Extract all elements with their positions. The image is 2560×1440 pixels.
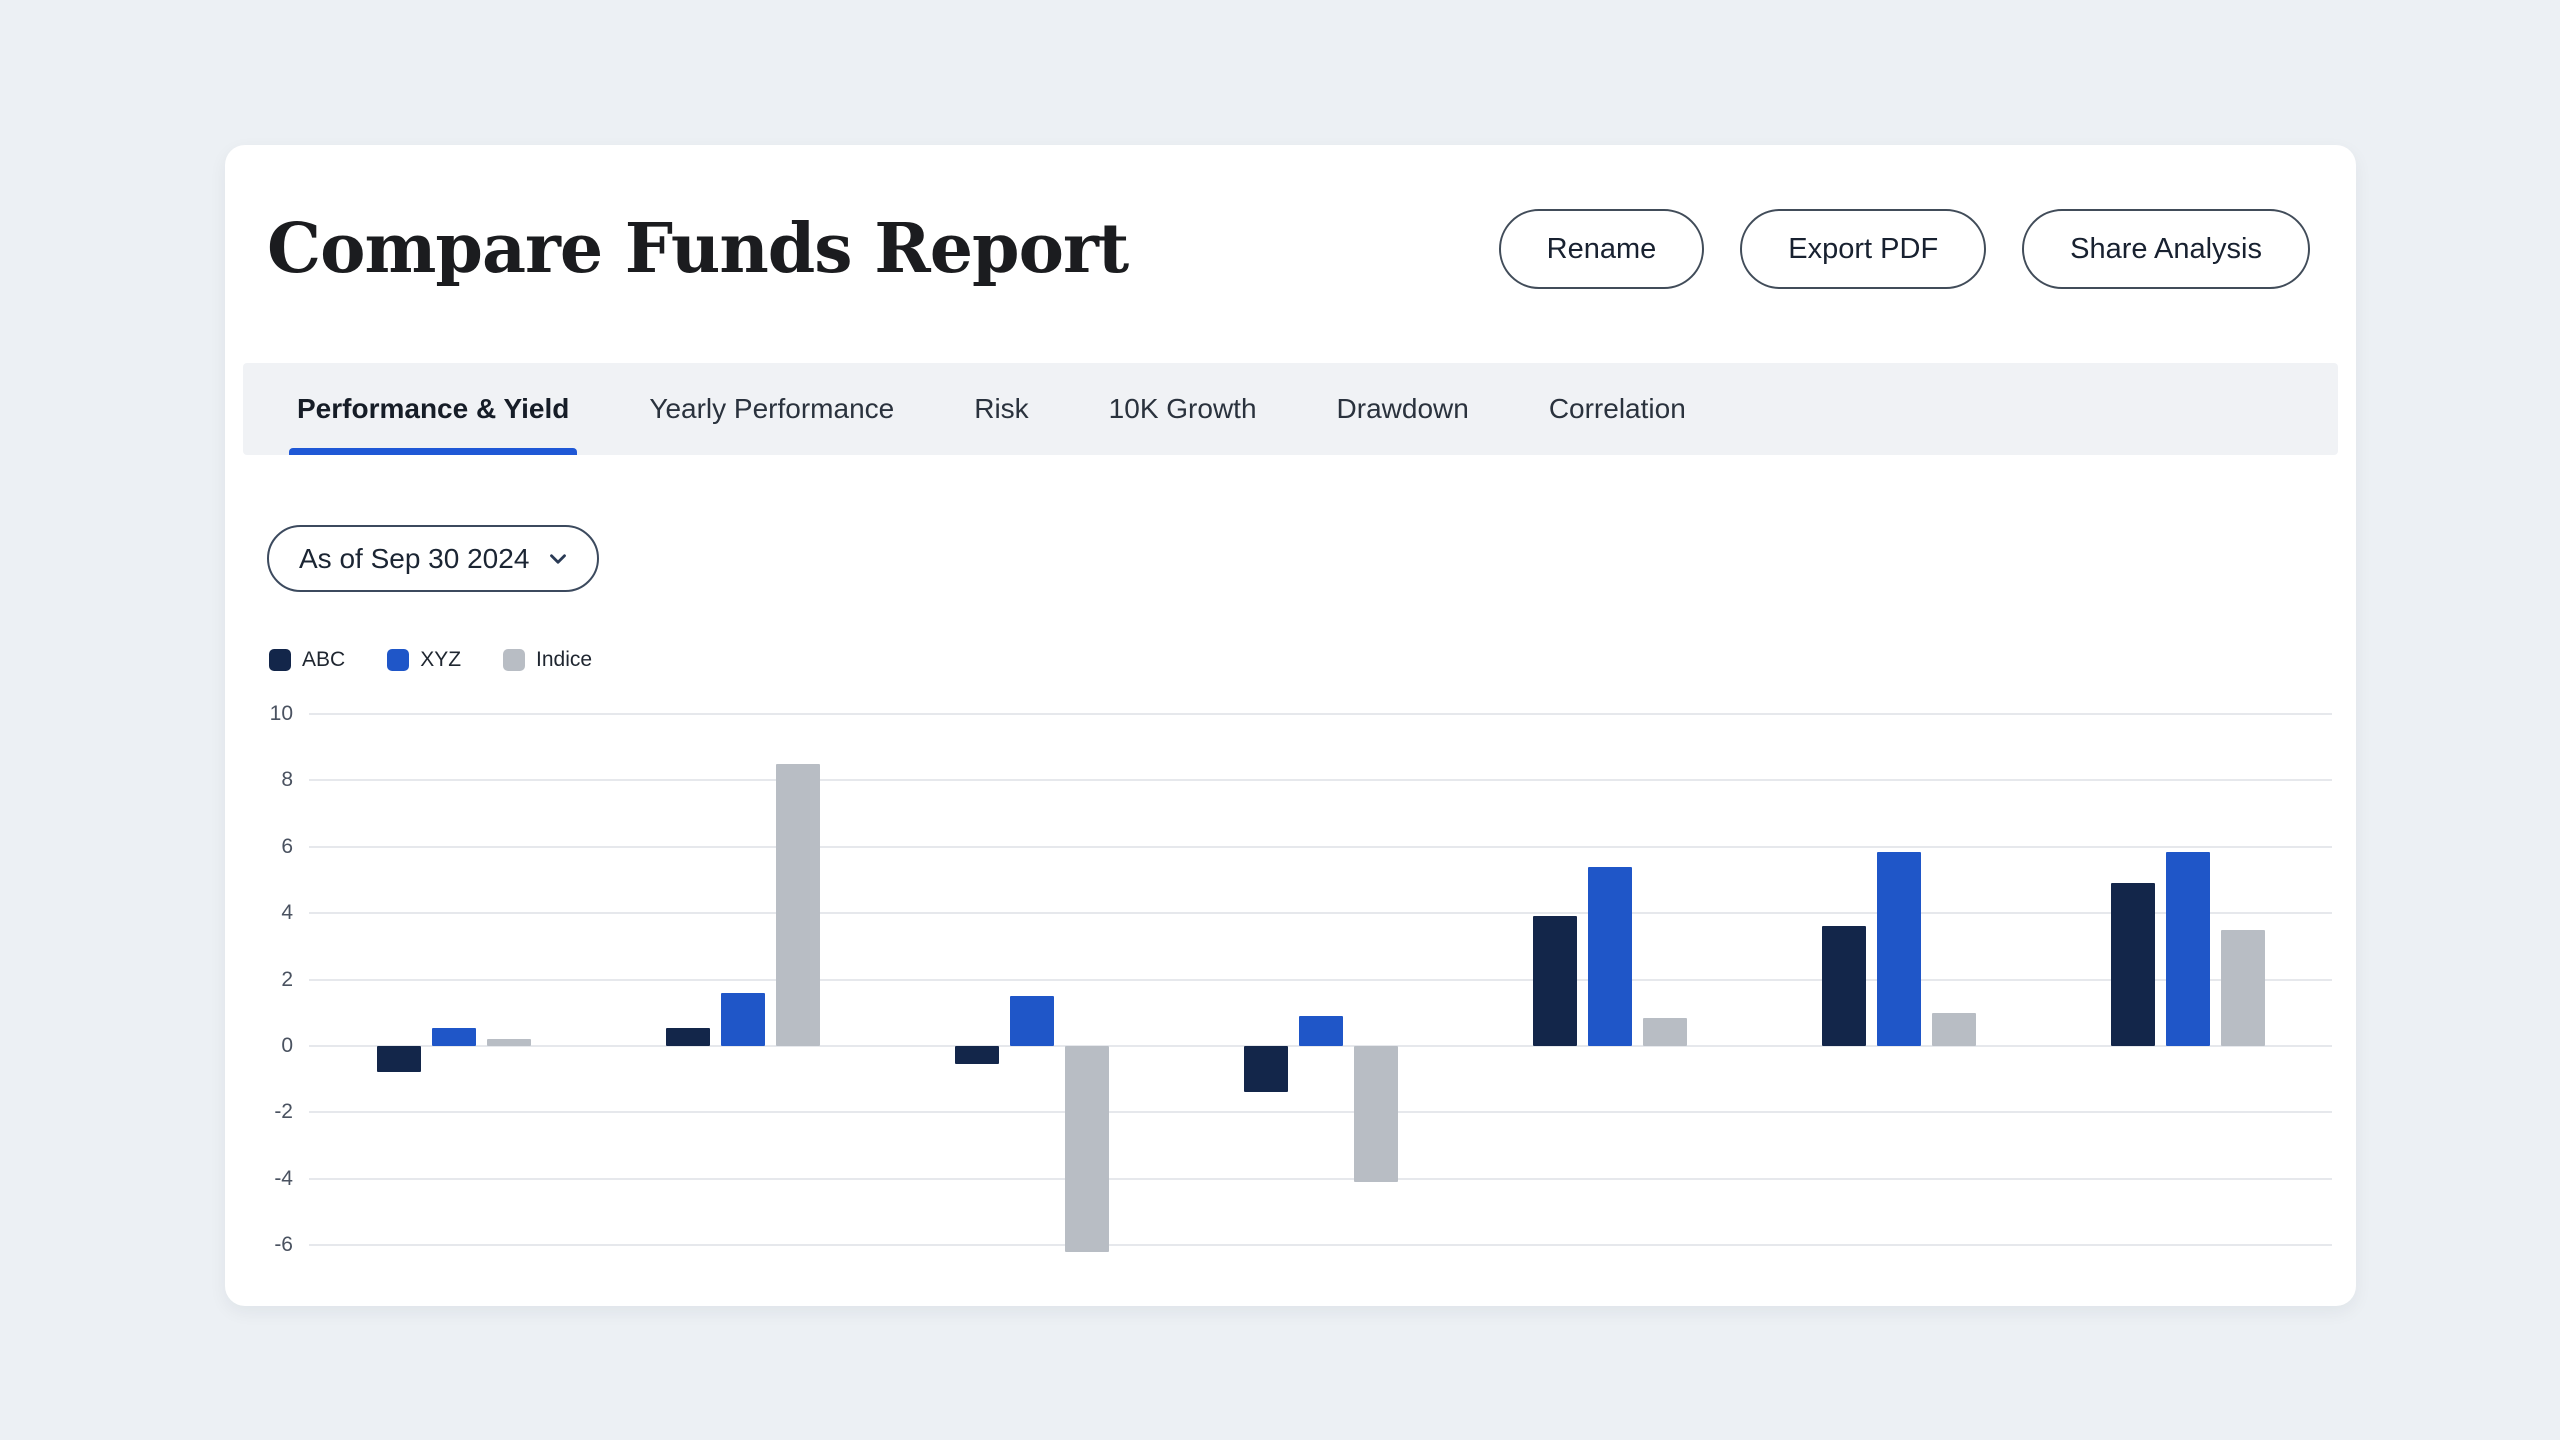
chart-plot [309,713,2332,1252]
report-header: Compare Funds Report Rename Export PDF S… [225,145,2356,289]
gridline [309,1111,2332,1114]
y-axis-tick-label: 4 [281,901,293,925]
bar-group [1532,714,1687,1245]
legend-item-indice[interactable]: Indice [503,648,592,672]
report-card: Compare Funds Report Rename Export PDF S… [225,145,2356,1306]
gridline [309,713,2332,715]
gridline [309,912,2332,915]
gridline [309,779,2332,782]
y-axis-tick-label: -6 [274,1233,293,1256]
bar-group [376,714,531,1245]
share-analysis-button[interactable]: Share Analysis [2022,209,2310,289]
bar-xyz [720,992,765,1046]
bar-abc [2110,883,2155,1046]
bar-abc [1243,1045,1288,1093]
legend-swatch-abc [269,649,291,671]
gridline [309,845,2332,848]
bar-indice [1064,1045,1109,1252]
bar-xyz [1298,1016,1343,1046]
legend-item-abc[interactable]: ABC [269,648,345,672]
bar-chart: 10 8 6 4 2 0 -2 -4 -6 [243,702,2332,1256]
bar-indice [1642,1017,1687,1046]
report-tabbar: Performance & Yield Yearly Performance R… [243,363,2338,455]
as-of-date-label: As of Sep 30 2024 [299,542,530,574]
bar-indice [486,1039,531,1046]
y-axis-tick-label: -2 [274,1100,293,1124]
legend-swatch-indice [503,649,526,671]
bar-xyz [1009,996,1054,1046]
tab-10k-growth[interactable]: 10K Growth [1108,393,1257,424]
y-axis-tick-label: 2 [281,967,293,991]
as-of-date-dropdown[interactable]: As of Sep 30 2024 [267,525,600,592]
header-actions: Rename Export PDF Share Analysis [1498,209,2310,289]
chart-legend: ABC XYZ Indice [269,648,2356,672]
y-axis-tick-label: 0 [281,1033,293,1057]
bar-abc [954,1045,999,1065]
gridline [309,1244,2332,1246]
y-axis-labels: 10 8 6 4 2 0 -2 -4 -6 [243,702,293,1256]
bar-indice [1931,1012,1976,1046]
bar-abc [1532,916,1577,1046]
page-title: Compare Funds Report [267,209,1129,289]
y-axis-tick-label: 6 [281,834,293,858]
y-axis-tick-label: -4 [274,1166,293,1190]
bar-group [2110,714,2265,1245]
bar-indice [775,763,820,1046]
bar-group [665,714,820,1245]
legend-item-xyz[interactable]: XYZ [387,648,461,672]
bar-groups [309,714,2332,1252]
gridline [309,1177,2332,1180]
bar-xyz [1587,866,1632,1046]
legend-label-abc: ABC [302,648,346,671]
legend-label-xyz: XYZ [420,648,462,671]
gridline [309,978,2332,981]
rename-button[interactable]: Rename [1498,209,1705,289]
bar-abc [1821,926,1866,1046]
bar-abc [376,1045,421,1073]
y-axis-tick-label: 8 [281,768,293,792]
bar-abc [665,1027,710,1046]
tab-yearly-performance[interactable]: Yearly Performance [649,393,895,424]
legend-label-indice: Indice [536,648,593,671]
tab-performance-yield[interactable]: Performance & Yield [257,363,609,455]
bar-xyz [2165,851,2210,1046]
bar-group [954,714,1109,1252]
y-axis-tick-label: 10 [269,702,293,725]
tab-risk[interactable]: Risk [974,393,1029,424]
chevron-down-icon [545,546,571,572]
bar-group [1243,714,1398,1245]
bar-xyz [431,1027,476,1046]
tab-drawdown[interactable]: Drawdown [1336,393,1469,424]
legend-swatch-xyz [387,649,410,671]
bar-group [1821,714,1976,1245]
export-pdf-button[interactable]: Export PDF [1740,209,1987,289]
bar-xyz [1876,851,1921,1046]
gridline [309,1044,2332,1047]
tab-correlation[interactable]: Correlation [1548,393,1686,424]
bar-indice [1353,1045,1398,1182]
bar-indice [2220,929,2265,1046]
